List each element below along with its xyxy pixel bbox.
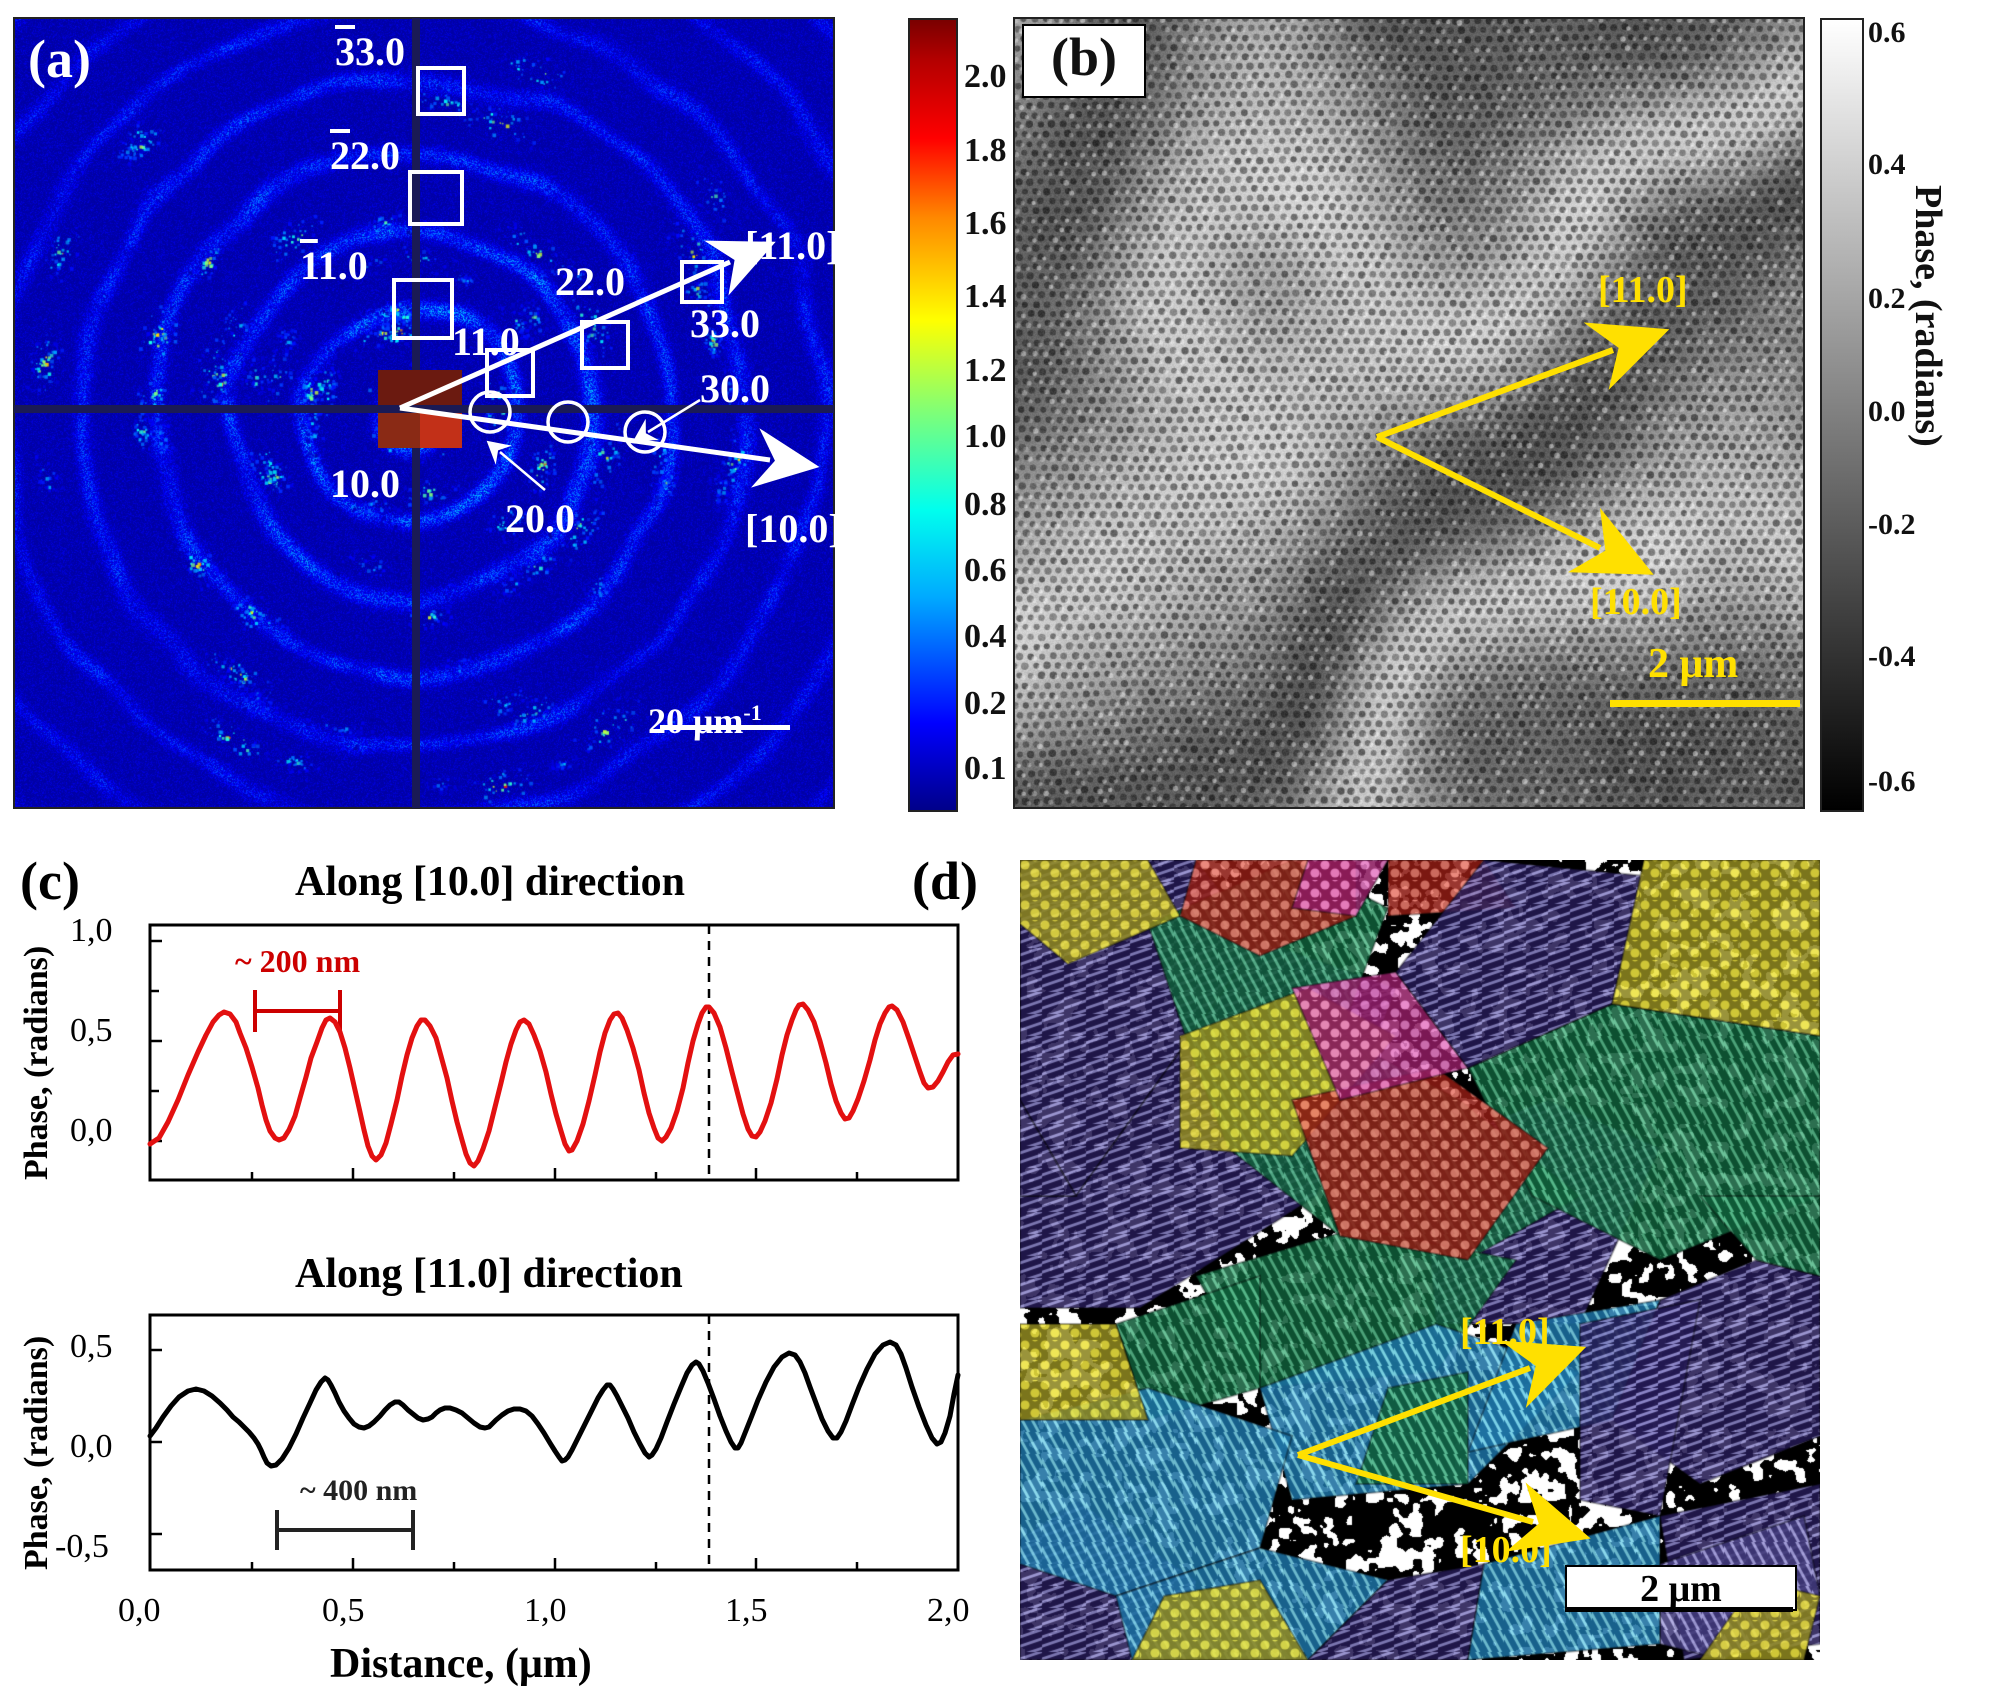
svg-text:~ 400 nm: ~ 400 nm	[300, 1474, 417, 1507]
svg-text:~ 200 nm: ~ 200 nm	[235, 943, 360, 979]
